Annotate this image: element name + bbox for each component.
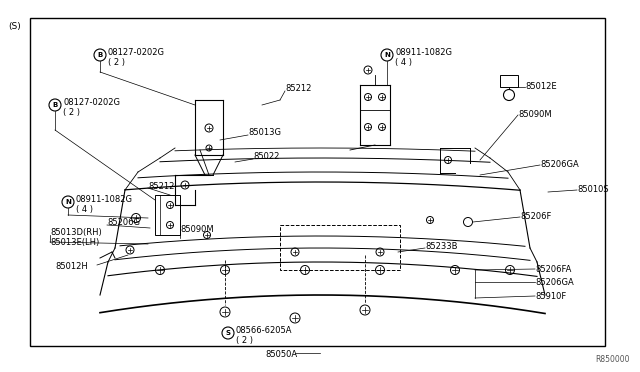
- Text: R850000: R850000: [595, 355, 630, 364]
- Text: 08911-1082G: 08911-1082G: [76, 195, 133, 204]
- Text: 85010S: 85010S: [577, 185, 609, 194]
- Text: 85022: 85022: [253, 152, 280, 161]
- Text: 85013E(LH): 85013E(LH): [50, 238, 99, 247]
- Text: 85050A: 85050A: [265, 350, 297, 359]
- Text: 85206GA: 85206GA: [535, 278, 573, 287]
- Text: 85206FA: 85206FA: [535, 265, 572, 274]
- Bar: [155, 195, 180, 235]
- Bar: [30, 18, 605, 346]
- Text: B: B: [97, 52, 102, 58]
- Text: 85013D(RH): 85013D(RH): [50, 228, 102, 237]
- Text: 85233B: 85233B: [425, 242, 458, 251]
- Text: N: N: [384, 52, 390, 58]
- Text: 85012E: 85012E: [525, 82, 557, 91]
- Text: ( 2 ): ( 2 ): [236, 336, 253, 345]
- Text: ( 4 ): ( 4 ): [395, 58, 412, 67]
- Text: 08127-0202G: 08127-0202G: [63, 98, 120, 107]
- Bar: [500, 75, 518, 87]
- Text: ( 4 ): ( 4 ): [76, 205, 93, 214]
- Text: 85013G: 85013G: [248, 128, 281, 137]
- Text: 85206GA: 85206GA: [540, 160, 579, 169]
- Text: ( 2 ): ( 2 ): [63, 108, 80, 117]
- Text: 08911-1082G: 08911-1082G: [395, 48, 452, 57]
- Text: 85090M: 85090M: [180, 225, 214, 234]
- Text: 85206F: 85206F: [520, 212, 552, 221]
- Text: 85212: 85212: [148, 182, 174, 191]
- Text: 85090M: 85090M: [518, 110, 552, 119]
- Text: ( 2 ): ( 2 ): [108, 58, 125, 67]
- Text: 85206G: 85206G: [107, 218, 140, 227]
- Text: 08127-0202G: 08127-0202G: [108, 48, 165, 57]
- Bar: [280, 225, 400, 270]
- Text: B: B: [52, 102, 58, 108]
- Text: 85012H: 85012H: [55, 262, 88, 271]
- Text: S: S: [225, 330, 230, 336]
- Text: 85212: 85212: [285, 84, 312, 93]
- Text: 85910F: 85910F: [535, 292, 566, 301]
- Text: N: N: [65, 199, 71, 205]
- Text: (S): (S): [8, 22, 20, 31]
- Text: 08566-6205A: 08566-6205A: [236, 326, 292, 335]
